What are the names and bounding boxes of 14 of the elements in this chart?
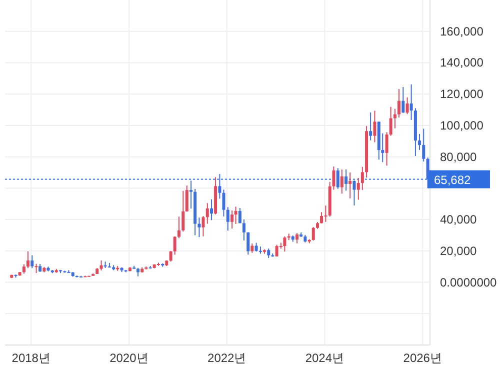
y-tick-label: 140,000: [440, 56, 484, 70]
x-tick-label: 2020년: [110, 351, 148, 365]
y-tick-label: 100,000: [440, 118, 484, 132]
x-tick-label: 2024년: [305, 351, 344, 365]
y-tick-label: 160,000: [440, 24, 484, 38]
y-tick-label: 40,000: [440, 212, 478, 227]
y-tick-label: 80,000: [440, 150, 478, 164]
y-tick-label: 0.0000000: [440, 275, 498, 290]
x-tick-label: 2022년: [208, 351, 246, 365]
ref-line-label: 65,682: [434, 172, 472, 187]
y-tick-label: 20,000: [440, 244, 478, 258]
x-tick-label: 2026년: [403, 351, 442, 365]
y-tick-label: 120,000: [440, 87, 484, 102]
x-tick-label: 2018년: [12, 351, 50, 365]
